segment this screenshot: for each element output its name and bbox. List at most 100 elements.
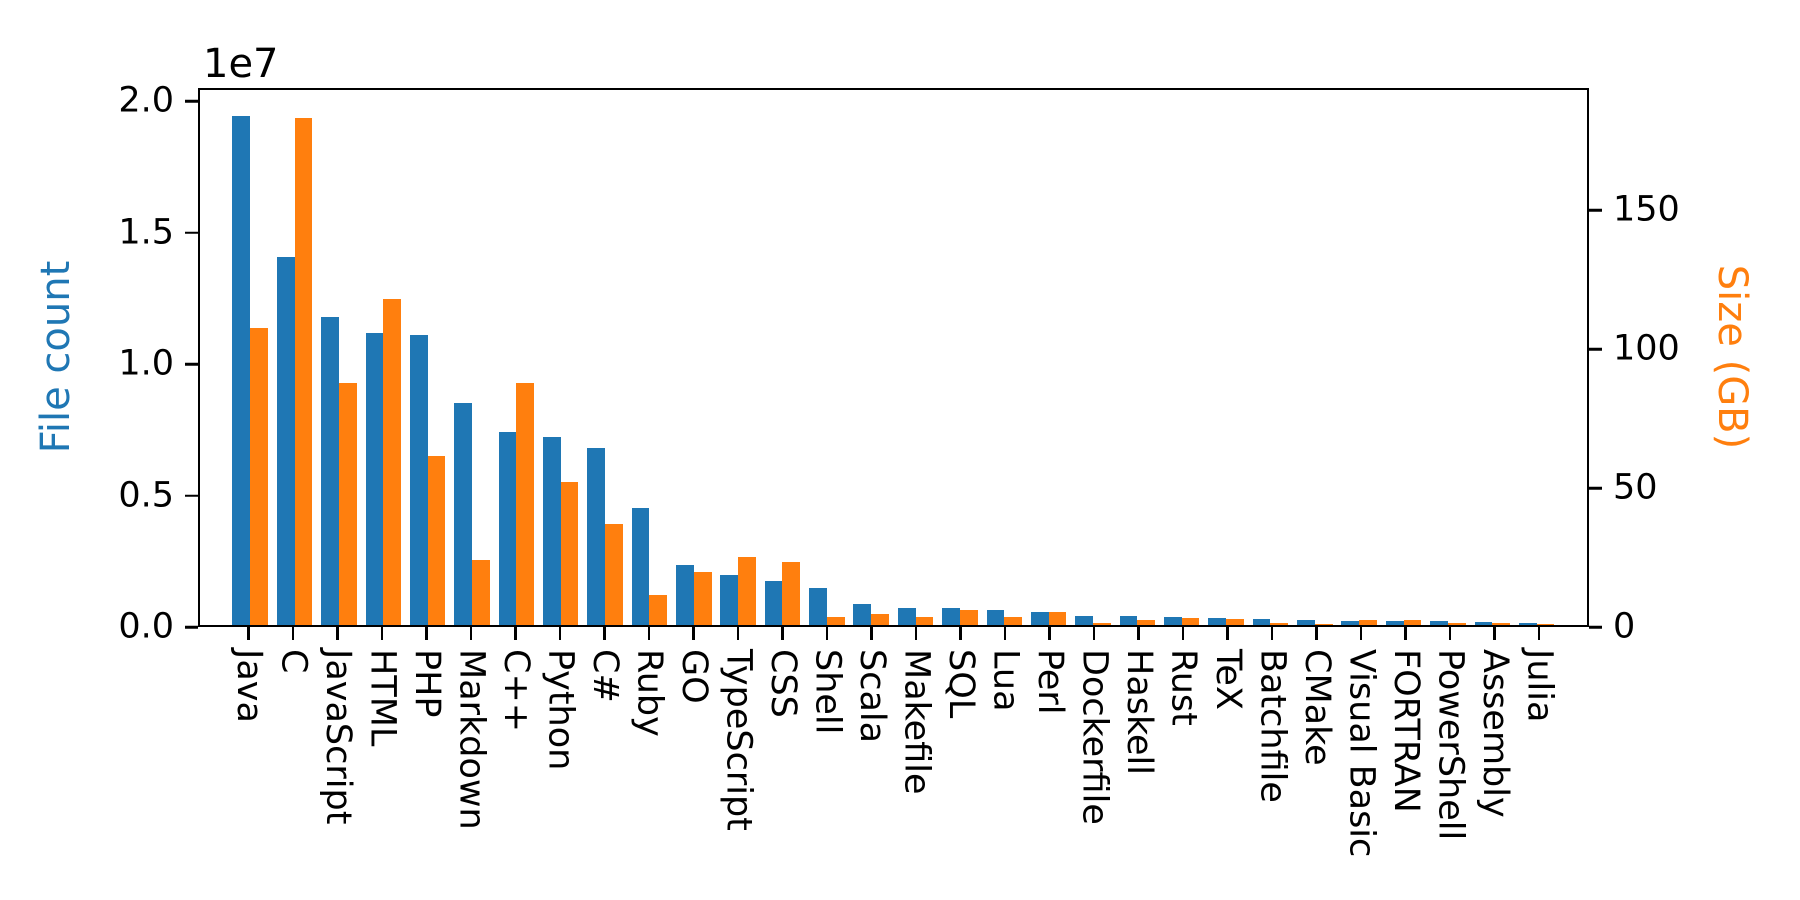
left-y-axis: 0.0 0.5 1.0 1.5 2.0 (0, 83, 198, 644)
file-count-bar (1430, 621, 1448, 625)
x-tick-mark (603, 627, 606, 640)
x-tick-label: PHP (406, 649, 447, 718)
file-count-bar (1518, 623, 1537, 625)
x-tick-label: PowerShell (1430, 649, 1471, 841)
size-gb-bar (1004, 617, 1023, 625)
x-tick-mark (336, 627, 339, 640)
file-count-bar (232, 116, 251, 625)
bar-group (1470, 90, 1514, 625)
x-tick-label: CSS (762, 649, 803, 718)
x-tick-mark (736, 627, 739, 640)
y-tick-label: 0.0 (118, 606, 174, 647)
x-tick-label: HTML (362, 649, 403, 747)
file-count-bar (853, 604, 872, 625)
size-gb-bar (383, 299, 401, 625)
x-tick-cell: Perl (1027, 627, 1072, 857)
x-tick-cell: Batchfile (1250, 627, 1295, 857)
x-tick-mark (1092, 627, 1095, 640)
file-count-bar (897, 607, 916, 625)
x-tick-mark (469, 627, 472, 640)
size-gb-bar (516, 383, 535, 625)
y-tick-mark (1589, 347, 1602, 351)
file-count-bar (1385, 621, 1404, 625)
x-tick-label: C (273, 649, 314, 674)
x-tick-mark (247, 627, 250, 640)
bar-group (272, 90, 316, 625)
x-tick-mark (914, 627, 917, 640)
file-count-bar (1075, 616, 1093, 625)
bar-group (1293, 90, 1337, 625)
x-tick-cell: Lua (983, 627, 1028, 857)
file-count-bar (1297, 620, 1315, 625)
file-count-bar (409, 335, 428, 625)
file-count-bar (631, 507, 650, 625)
x-tick-label: Rust (1163, 649, 1204, 726)
x-tick-cell: CMake (1294, 627, 1339, 857)
size-gb-bar (427, 455, 446, 625)
x-tick-cell: SQL (938, 627, 983, 857)
x-tick-label: FORTRAN (1385, 649, 1426, 813)
bar-group (893, 90, 937, 625)
y-tick-label: 150 (1613, 189, 1680, 230)
x-tick-label: Markdown (451, 649, 492, 830)
x-tick-cell: PowerShell (1428, 627, 1473, 857)
bar-group (539, 90, 583, 625)
y-tick-label: 100 (1613, 328, 1680, 369)
y-tick-mark (1589, 208, 1602, 212)
bar-group (1248, 90, 1292, 625)
file-count-bar (1119, 616, 1138, 625)
bar-group (1337, 90, 1381, 625)
x-tick-mark (558, 627, 561, 640)
y-tick-mark (185, 494, 198, 497)
x-tick-cell: Haskell (1116, 627, 1161, 857)
x-tick-cell: Shell (805, 627, 850, 857)
x-tick-label: Ruby (629, 649, 670, 737)
file-count-bar (1474, 622, 1493, 625)
x-tick-mark (1404, 627, 1407, 640)
y-tick-mark (1589, 486, 1602, 490)
x-tick-cell: TeX (1205, 627, 1250, 857)
y-tick-mark (1589, 625, 1602, 629)
x-tick-mark (692, 627, 695, 640)
file-count-bar (1252, 618, 1271, 625)
y-tick-label: 1.0 (118, 343, 174, 384)
x-tick-label: SQL (940, 649, 981, 719)
size-gb-bar (605, 523, 623, 625)
x-tick-mark (1226, 627, 1229, 640)
x-tick-mark (514, 627, 517, 640)
x-tick-label: Scala (851, 649, 892, 744)
bar-group (1115, 90, 1159, 625)
file-count-bar (454, 403, 472, 625)
file-count-bar (942, 608, 960, 625)
bar-group (1026, 90, 1070, 625)
size-gb-bar (738, 557, 756, 625)
x-tick-cell: HTML (360, 627, 405, 857)
x-tick-mark (870, 627, 873, 640)
x-tick-label: Haskell (1118, 649, 1159, 776)
x-tick-cell: Makefile (894, 627, 939, 857)
plot-area (198, 88, 1589, 627)
file-count-bar (986, 609, 1005, 625)
size-gb-bar (959, 609, 978, 625)
size-gb-bar (560, 481, 579, 625)
bar-group (982, 90, 1026, 625)
size-gb-bar (1403, 620, 1422, 625)
bar-group (494, 90, 538, 625)
bar-group (1381, 90, 1425, 625)
size-gb-bar (1093, 623, 1111, 625)
x-tick-label: TeX (1207, 649, 1248, 710)
x-tick-cell: TypeScript (716, 627, 761, 857)
bar-group (805, 90, 849, 625)
x-tick-mark (1048, 627, 1051, 640)
size-gb-bar (1226, 618, 1244, 625)
size-gb-bar (871, 614, 889, 625)
x-tick-mark (1181, 627, 1184, 640)
right-y-axis: 0 50 100 150 (1589, 88, 1800, 644)
bar-group (627, 90, 671, 625)
x-tick-cell: GO (671, 627, 716, 857)
file-count-bar (321, 317, 339, 625)
bar-group (1071, 90, 1115, 625)
x-tick-label: GO (673, 649, 714, 704)
x-tick-label: TypeScript (718, 649, 759, 831)
x-tick-mark (781, 627, 784, 640)
